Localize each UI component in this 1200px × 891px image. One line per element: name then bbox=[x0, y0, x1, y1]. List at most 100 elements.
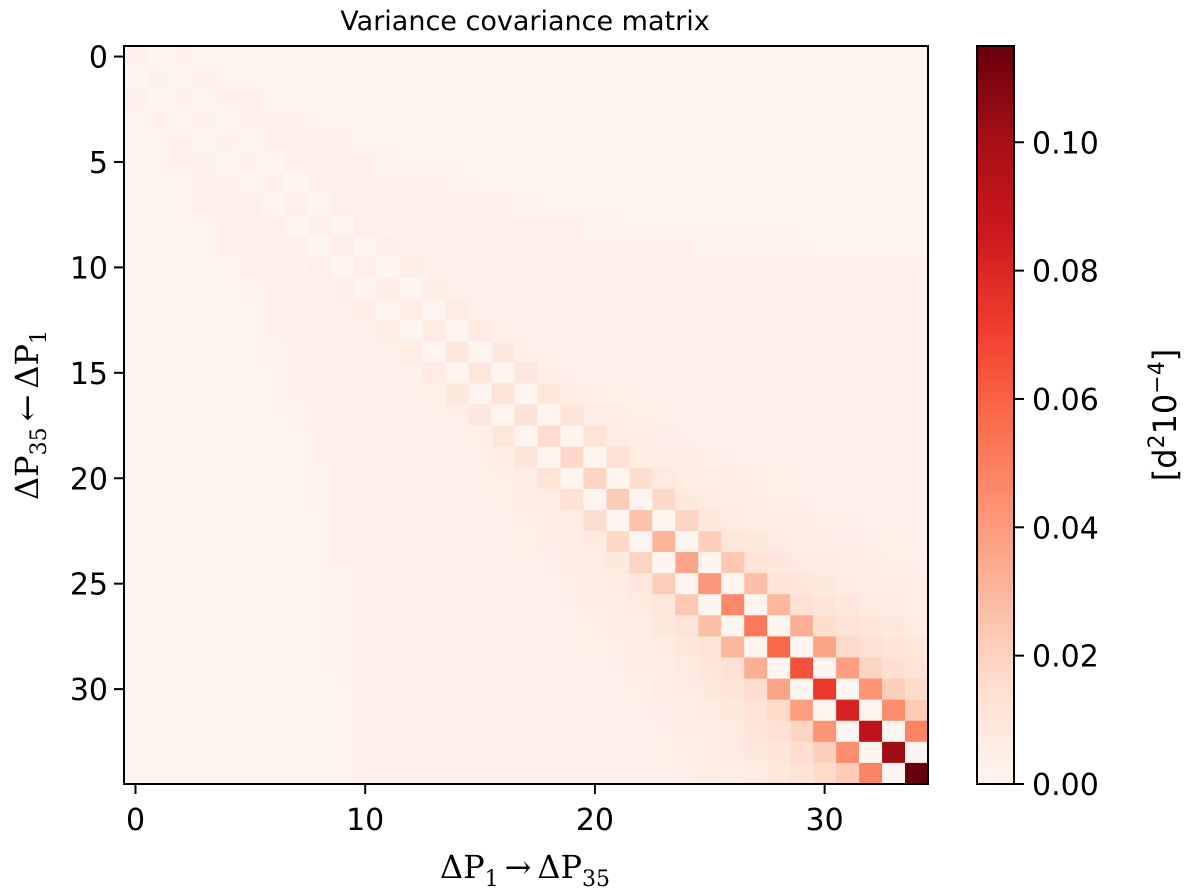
heatmap-cell bbox=[721, 320, 745, 342]
heatmap-cell bbox=[215, 88, 240, 110]
heatmap-cell bbox=[215, 362, 240, 384]
heatmap-cell bbox=[882, 109, 906, 131]
y-tick-label: 25 bbox=[70, 568, 108, 603]
heatmap-cell bbox=[675, 235, 699, 258]
heatmap-cell bbox=[629, 636, 653, 659]
heatmap-cell bbox=[330, 67, 355, 89]
heatmap-cell bbox=[629, 193, 653, 216]
heatmap-cell bbox=[192, 130, 217, 153]
heatmap-cell bbox=[675, 362, 699, 384]
heatmap-cell bbox=[836, 488, 860, 511]
heatmap-cell bbox=[491, 657, 516, 680]
heatmap-cell bbox=[468, 530, 493, 553]
heatmap-cell bbox=[422, 615, 447, 637]
heatmap-cell bbox=[330, 762, 355, 785]
heatmap-cell bbox=[238, 383, 263, 406]
heatmap-cell bbox=[284, 151, 309, 174]
heatmap-cell bbox=[905, 193, 929, 216]
heatmap-cell bbox=[284, 235, 309, 258]
heatmap-cell bbox=[560, 193, 585, 216]
heatmap-cell bbox=[399, 678, 424, 701]
heatmap-cell bbox=[583, 446, 607, 469]
heatmap-cell bbox=[445, 341, 470, 363]
heatmap-cell bbox=[169, 699, 194, 722]
heatmap-cell bbox=[284, 530, 309, 553]
heatmap-cell bbox=[560, 362, 585, 384]
heatmap-cell bbox=[399, 762, 424, 785]
heatmap-cell bbox=[721, 88, 745, 110]
heatmap-cell bbox=[537, 383, 562, 406]
heatmap-cell bbox=[905, 299, 929, 321]
heatmap-cell bbox=[836, 446, 860, 469]
heatmap-cell bbox=[284, 699, 309, 722]
heatmap-cell bbox=[422, 488, 447, 511]
heatmap-cell bbox=[652, 530, 676, 553]
heatmap-cell bbox=[721, 404, 745, 427]
heatmap-cell bbox=[514, 530, 539, 553]
heatmap-cell bbox=[790, 741, 814, 764]
heatmap-cell bbox=[261, 425, 286, 448]
heatmap-cell bbox=[192, 594, 217, 616]
heatmap-cell bbox=[560, 488, 585, 511]
heatmap-cell bbox=[353, 446, 378, 469]
heatmap-cell bbox=[376, 615, 401, 637]
heatmap-cell bbox=[169, 383, 194, 406]
heatmap-cell bbox=[353, 657, 378, 680]
heatmap-cell bbox=[376, 383, 401, 406]
heatmap-cell bbox=[376, 299, 401, 321]
heatmap-cell bbox=[491, 552, 516, 574]
heatmap-cell bbox=[124, 594, 148, 616]
heatmap-cell bbox=[422, 362, 447, 384]
heatmap-cell bbox=[422, 172, 447, 195]
heatmap-cell bbox=[399, 657, 424, 680]
heatmap-cell bbox=[583, 67, 607, 89]
heatmap-cell bbox=[905, 678, 929, 701]
heatmap-cell bbox=[307, 235, 332, 258]
heatmap-cell bbox=[882, 636, 906, 659]
heatmap-cell bbox=[422, 341, 447, 363]
heatmap-cell bbox=[491, 193, 516, 216]
heatmap-cell bbox=[284, 88, 309, 110]
heatmap-cell bbox=[560, 383, 585, 406]
heatmap-cell bbox=[146, 277, 171, 300]
heatmap-cell bbox=[813, 46, 837, 68]
heatmap-cell bbox=[445, 46, 470, 68]
heatmap-cell bbox=[813, 720, 837, 743]
heatmap-cell bbox=[629, 530, 653, 553]
heatmap-cell bbox=[330, 720, 355, 743]
heatmap-cell bbox=[284, 594, 309, 616]
heatmap-cell bbox=[215, 214, 240, 237]
heatmap-cell bbox=[376, 256, 401, 279]
heatmap-cell bbox=[192, 172, 217, 195]
y-label-arrow: ← bbox=[8, 395, 46, 422]
heatmap-cell bbox=[813, 699, 837, 722]
heatmap-cell bbox=[146, 383, 171, 406]
heatmap-cell bbox=[399, 720, 424, 743]
heatmap-cell bbox=[859, 362, 883, 384]
heatmap-cell bbox=[399, 299, 424, 321]
heatmap-cell bbox=[307, 109, 332, 131]
heatmap-cell bbox=[629, 256, 653, 279]
heatmap-cell bbox=[284, 741, 309, 764]
heatmap-cell bbox=[583, 172, 607, 195]
heatmap-cell bbox=[169, 235, 194, 258]
heatmap-cell bbox=[146, 530, 171, 553]
heatmap-cell bbox=[468, 509, 493, 532]
heatmap-cell bbox=[859, 425, 883, 448]
heatmap-cell bbox=[606, 109, 630, 131]
heatmap-cell bbox=[675, 657, 699, 680]
heatmap-cell bbox=[124, 446, 148, 469]
heatmap-cell bbox=[376, 699, 401, 722]
heatmap-cell bbox=[905, 404, 929, 427]
heatmap-cell bbox=[652, 151, 676, 174]
heatmap-cell bbox=[905, 277, 929, 300]
heatmap-cell bbox=[767, 362, 791, 384]
heatmap-cell bbox=[376, 467, 401, 490]
heatmap-cell bbox=[583, 88, 607, 110]
heatmap-cell bbox=[721, 762, 745, 785]
heatmap-cell bbox=[330, 109, 355, 131]
heatmap-cell bbox=[146, 699, 171, 722]
heatmap-cell bbox=[445, 678, 470, 701]
heatmap-cell bbox=[905, 151, 929, 174]
heatmap-cell bbox=[399, 552, 424, 574]
